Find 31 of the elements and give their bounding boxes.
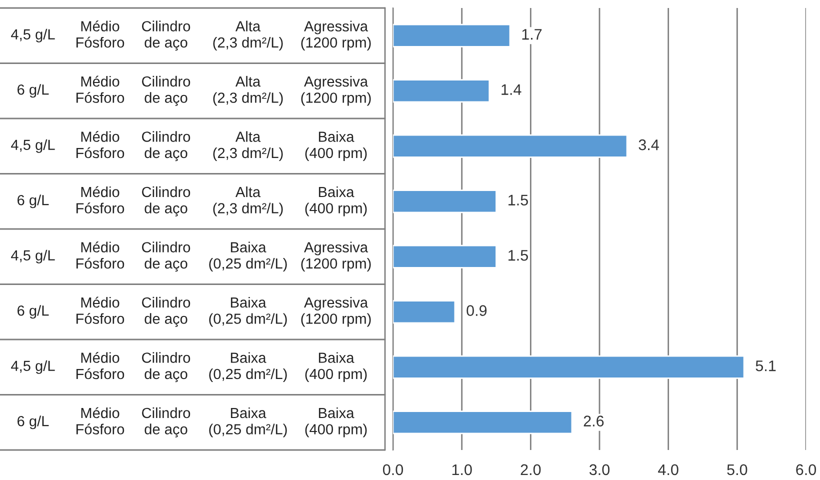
category-label: 6 g/L Médio Fósforo Cilindro de aço Alta (2,3 dm²/L) Baixa (400 rpm) [18, 186, 367, 216]
x-tick-label: 0.0 [382, 464, 404, 476]
category-label: 6 g/L Médio Fósforo Cilindro de aço Alta (2,3 dm²/L) Agressiva (1200 rpm) [18, 76, 371, 106]
bar [393, 410, 573, 434]
bar [393, 79, 490, 103]
data-label: 1.4 [502, 84, 522, 95]
data-label: 1.5 [508, 250, 528, 261]
category-label: 4,5 g/L Médio Fósforo Cilindro de aço Alta (2,3 dm²/L) Baixa (400 rpm) [11, 131, 367, 162]
data-label: 1.5 [508, 194, 528, 206]
category-label: 6 g/L Médio Fósforo Cilindro de aço Baixa (0,25 dm²/L) Baixa (400 rpm) [18, 407, 367, 438]
x-tick-label: 3.0 [589, 464, 610, 476]
data-label: 3.4 [638, 139, 659, 150]
category-label: 6 g/L Médio Fósforo Cilindro de aço Baixa (0,25 dm²/L) Agressiva (1200 rpm) [18, 296, 371, 327]
category-label: 4,5 g/L Médio Fósforo Cilindro de aço Alta (2,3 dm²/L) Agressiva (1200 rpm) [11, 20, 371, 51]
data-label: 0.9 [466, 305, 487, 316]
x-tick-label: 4.0 [658, 464, 678, 476]
data-label: 1.7 [522, 29, 542, 40]
bar [393, 300, 456, 324]
bar [393, 24, 511, 48]
data-label: 5.1 [756, 360, 776, 372]
bar [393, 190, 497, 214]
x-tick-label: 1.0 [452, 464, 472, 476]
bar [393, 244, 497, 268]
bar [393, 134, 628, 158]
x-tick-label: 2.0 [520, 464, 541, 476]
x-tick-label: 5.0 [727, 464, 748, 476]
data-label: 2.6 [584, 416, 604, 426]
bar [393, 355, 745, 379]
category-label: 4,5 g/L Médio Fósforo Cilindro de aço Baixa (0,25 dm²/L) Baixa (400 rpm) [11, 352, 367, 382]
x-tick-label: 6.0 [796, 464, 816, 476]
category-label: 4,5 g/L Médio Fósforo Cilindro de aço Baixa (0,25 dm²/L) Agressiva (1200 rpm) [11, 242, 371, 272]
